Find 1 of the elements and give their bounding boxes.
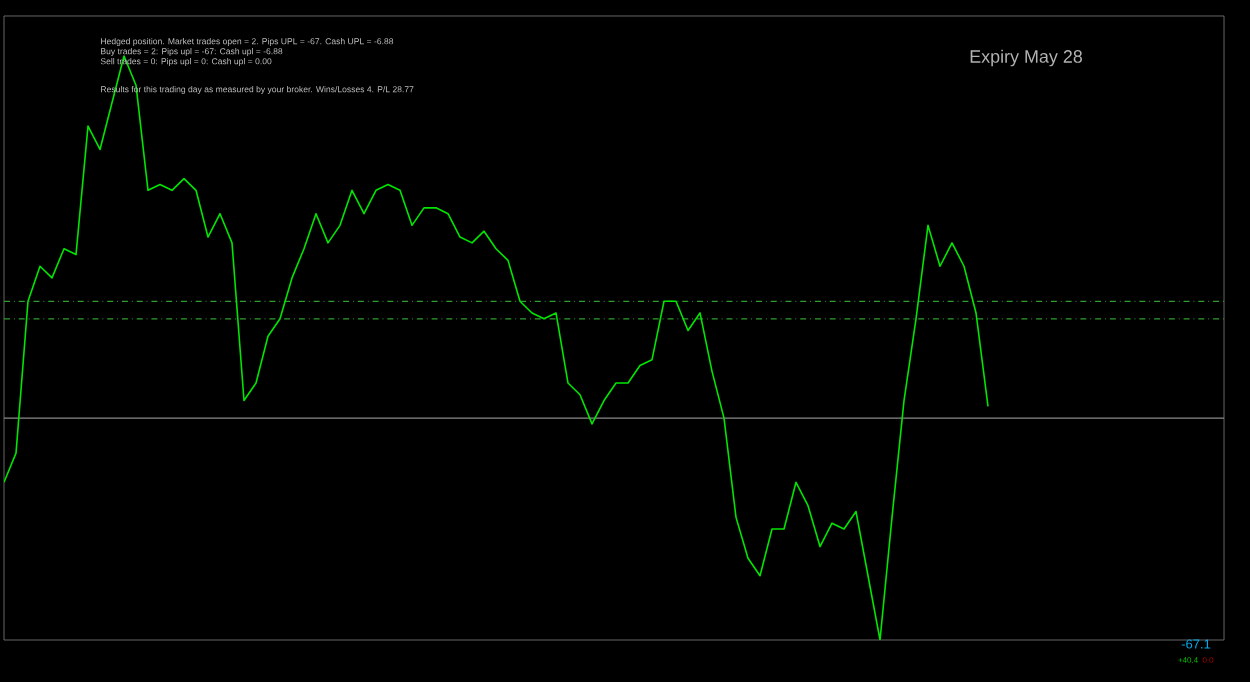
annotation: Expiry May 28 bbox=[970, 49, 1083, 67]
